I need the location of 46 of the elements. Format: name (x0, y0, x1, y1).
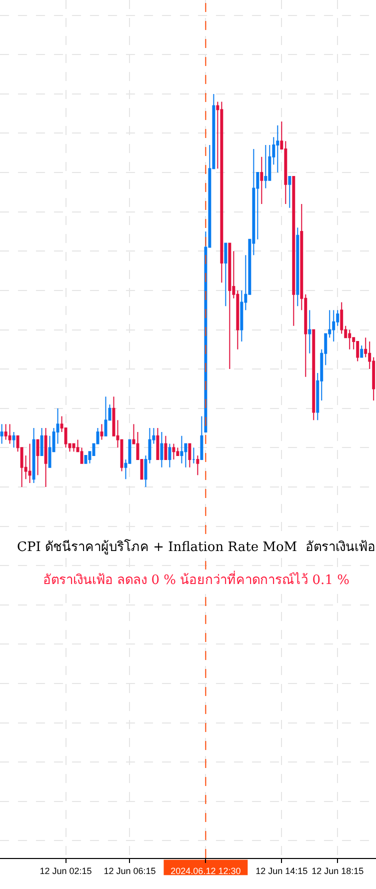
candlestick (276, 124, 280, 174)
candlestick (348, 329, 352, 350)
candlestick (188, 443, 192, 468)
candlestick (224, 242, 228, 307)
candlestick (12, 431, 16, 448)
candlestick (220, 101, 224, 284)
candlestick (72, 443, 76, 452)
x-tick-label: 12 Jun 06:15 (104, 866, 156, 876)
candlestick (44, 428, 48, 488)
candlestick (8, 424, 12, 444)
candlestick (356, 341, 360, 362)
candlestick (360, 344, 364, 358)
x-tick-label: 2024.06.12 12:30 (170, 866, 241, 876)
candlestick (176, 447, 180, 456)
candlestick (4, 424, 8, 440)
candlestick (172, 443, 176, 460)
candlestick (200, 416, 204, 460)
candlestick (312, 329, 316, 421)
candlestick (28, 443, 32, 484)
candlestick (160, 431, 164, 468)
candlestick (292, 176, 296, 326)
candlestick (196, 455, 200, 476)
candlestick (32, 428, 36, 484)
candlestick (308, 310, 312, 354)
candlestick (104, 396, 108, 436)
candlestick (296, 227, 300, 307)
candlestick (192, 447, 196, 464)
candlestick (100, 424, 104, 440)
x-tick-label: 12 Jun 02:15 (40, 866, 92, 876)
candlestick (156, 428, 160, 460)
text: อัตราเงินเฟ้อ ลดลง 0 % น้อยกว่าที่คาดการณ์ไว้ 0.1 % (43, 571, 350, 588)
candlestick (260, 156, 264, 204)
candlestick (180, 435, 184, 464)
candlestick (36, 439, 40, 476)
candlestick (168, 443, 172, 468)
candlestick (164, 435, 168, 460)
candlestick (264, 144, 268, 189)
x-tick-label: 12 Jun 14:15 (256, 866, 308, 876)
candlestick (288, 176, 292, 208)
candlestick (40, 428, 44, 456)
text: CPI ดัชนีราคาผู้บริโภค + Inflation Rate MoM อัตราเงินเฟ้อ (17, 539, 376, 555)
candlestick (228, 242, 232, 370)
candlestick (0, 424, 4, 444)
candlestick (332, 310, 336, 342)
candlestick (340, 302, 344, 334)
x-tick-label: 12 Jun 18:15 (312, 866, 364, 876)
